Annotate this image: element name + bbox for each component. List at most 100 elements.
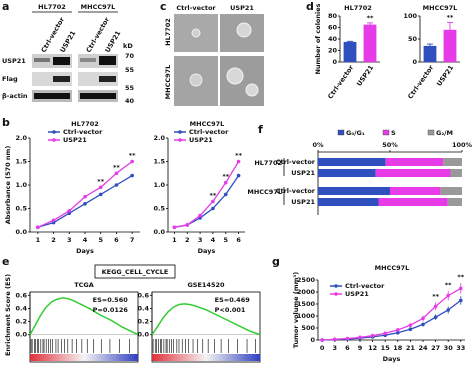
x-tick-label: USP21: [355, 63, 375, 87]
x-tick-label: 0%: [312, 141, 324, 149]
row-label: β-actin: [2, 92, 28, 100]
series-line: [174, 161, 240, 228]
x-tick-label: 50%: [382, 141, 398, 149]
bar-segment: [450, 169, 462, 177]
data-point: [421, 322, 425, 327]
data-point: [408, 323, 413, 327]
x-tick-label: 100%: [452, 141, 473, 149]
x-tick-label: 27: [431, 344, 440, 352]
significance: **: [447, 13, 454, 21]
data-point: [223, 192, 228, 197]
colony: [189, 73, 203, 87]
data-point: [172, 225, 177, 230]
y-tick-label: 1.0: [153, 181, 165, 189]
data-point: [236, 173, 241, 178]
x-tick-label: 3: [67, 236, 72, 244]
bar-segment: [318, 158, 386, 166]
data-point: [446, 293, 451, 298]
significance: **: [222, 173, 229, 181]
significance: **: [432, 293, 439, 301]
x-tick-label: 5: [98, 236, 103, 244]
y-tick-label: Ctrl-vector: [276, 158, 316, 166]
y-tick-label: 500: [301, 324, 315, 332]
group-label: MHCC97L: [247, 188, 282, 196]
data-point: [114, 171, 119, 176]
y-tick-label: 0: [332, 58, 337, 66]
series-line: [322, 299, 462, 341]
row-label: USP21: [2, 57, 26, 65]
stat: ES=0.469: [215, 296, 251, 304]
x-tick-label: 33: [456, 344, 465, 352]
x-tick-label: 1: [36, 236, 41, 244]
cell-line: HL7702: [38, 3, 66, 11]
significance: **: [445, 281, 452, 289]
legend-swatch: [52, 130, 56, 134]
x-tick-label: 1: [172, 236, 177, 244]
y-tick-label: 0.5: [15, 205, 27, 213]
y-tick-label: 0.0: [15, 228, 27, 236]
y-tick-label: Ctrl-vector: [276, 187, 316, 195]
y-tick-label: 1.5: [15, 158, 27, 166]
es-curve: [151, 303, 261, 336]
data-point: [383, 331, 388, 336]
x-tick-label: 4: [83, 236, 88, 244]
data-point: [459, 286, 463, 291]
data-point: [345, 336, 350, 341]
panel-label: a: [2, 0, 9, 13]
bar-segment: [447, 198, 462, 206]
stat: P=0.0126: [93, 306, 129, 314]
legend-label: USP21: [189, 136, 213, 144]
column-label: Ctrl-vector: [176, 4, 216, 12]
y-tick-label: 80: [328, 12, 338, 20]
y-tick-label: 0.0: [137, 331, 149, 339]
x-tick-label: 5: [223, 236, 228, 244]
colony: [245, 83, 259, 97]
bar-segment: [385, 158, 444, 166]
x-tick-label: Ctrl-vector: [406, 63, 436, 100]
data-point: [83, 202, 87, 206]
chart-title: TCGA: [74, 281, 94, 289]
y-tick-label: 60: [328, 24, 338, 32]
legend-label: G₀/G₁: [346, 129, 365, 137]
group-label: HL7702: [254, 159, 282, 167]
data-point: [358, 335, 362, 340]
x-tick-label: 15: [381, 344, 391, 352]
bar: [343, 41, 357, 62]
data-point: [211, 199, 215, 204]
data-point: [185, 223, 190, 227]
significance: **: [367, 14, 374, 22]
series-line: [37, 160, 133, 228]
y-tick-label: 2.0: [15, 134, 27, 142]
legend-label: G₂/M: [436, 129, 453, 137]
y-tick-label: 1500: [297, 300, 316, 308]
image: [220, 56, 264, 106]
legend-label: USP21: [63, 136, 87, 144]
y-tick-label: USP21: [291, 169, 315, 177]
panel-label: d: [306, 0, 314, 13]
legend-swatch: [334, 292, 338, 296]
legend-label: S: [391, 129, 396, 137]
chart-title: HL7702: [344, 4, 372, 12]
legend-swatch: [334, 284, 338, 288]
colony-images: Ctrl-vector USP21 HL7702 MHCC97L: [164, 4, 264, 106]
y-tick-label: 1000: [297, 312, 316, 320]
gsea-header: KEGG_CELL_CYCLE: [94, 264, 176, 279]
significance: **: [129, 152, 136, 160]
x-tick-label: 2: [185, 236, 190, 244]
legend-label: Ctrl-vector: [345, 282, 385, 290]
data-point: [83, 194, 87, 199]
y-tick-label: 50: [408, 35, 418, 43]
bar: [423, 45, 437, 62]
x-axis-label: Days: [76, 247, 94, 255]
y-tick-label: 0.0: [15, 331, 27, 339]
stat: ES=0.560: [93, 296, 129, 304]
significance: **: [113, 163, 120, 171]
y-axis-label: Enrichment Score (ES): [4, 274, 12, 356]
bar: [443, 29, 457, 62]
lane-label: USP21: [59, 29, 78, 54]
band: [34, 58, 50, 62]
data-point: [198, 213, 202, 218]
panel-label: b: [2, 116, 10, 129]
y-tick-label: 0: [412, 58, 417, 66]
x-axis-label: Days: [383, 355, 401, 363]
